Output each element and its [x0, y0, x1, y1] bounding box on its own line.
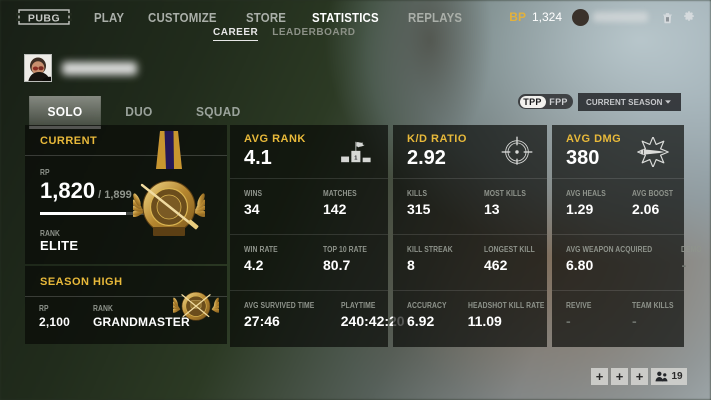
svg-text:PUBG: PUBG — [28, 13, 60, 25]
svg-text:1: 1 — [354, 155, 357, 161]
